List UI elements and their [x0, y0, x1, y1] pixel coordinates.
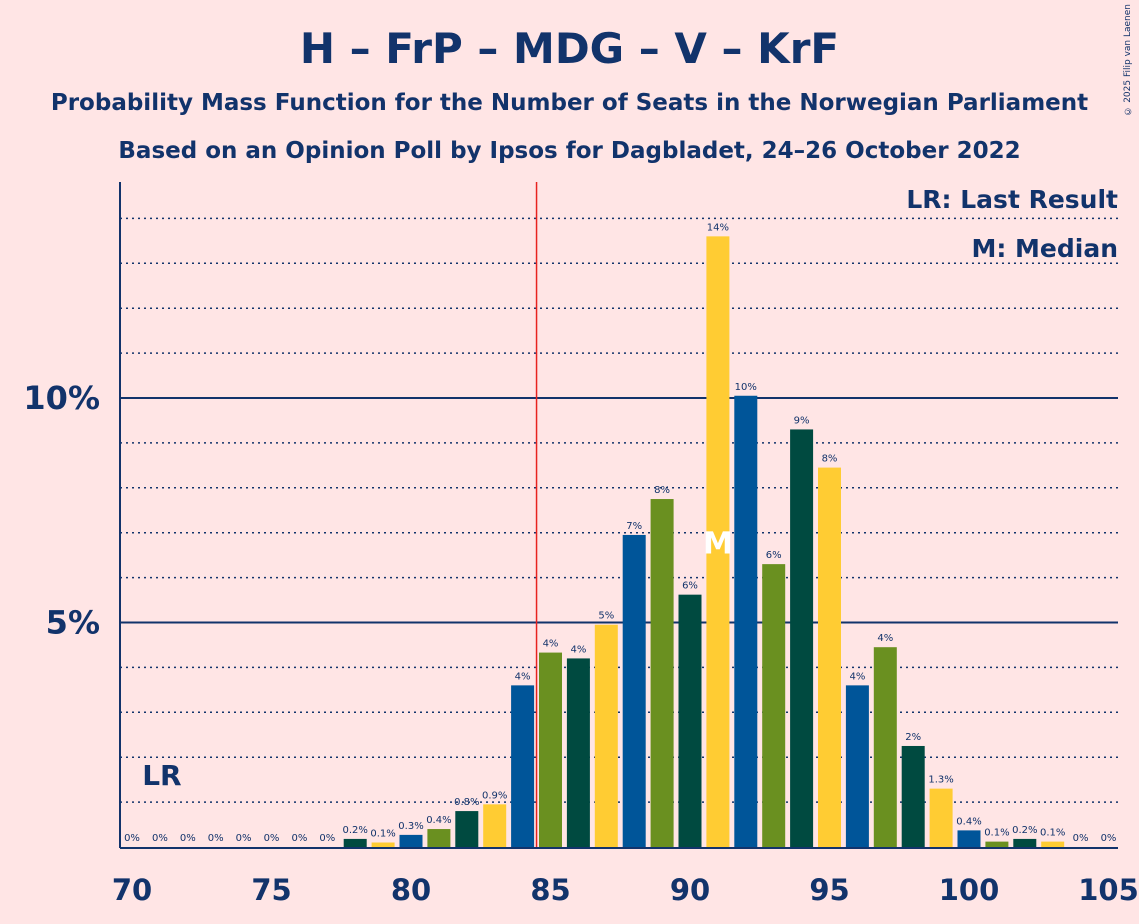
bar-93	[762, 564, 786, 847]
x-tick-label: 85	[530, 873, 570, 907]
bar-95	[818, 467, 841, 847]
bar-label-84: 4%	[515, 671, 531, 682]
x-tick-labels: 70 75 80 85 90 95 100 105	[112, 873, 1139, 907]
bar-101	[985, 841, 1009, 847]
bar-label-86: 4%	[570, 644, 586, 655]
bar-label-93: 6%	[766, 550, 782, 561]
bar-label-95: 8%	[822, 454, 838, 465]
bar-label-70: 0%	[124, 833, 140, 844]
y-tick-labels: 5% 10%	[23, 379, 100, 642]
x-tick-label: 105	[1078, 873, 1139, 907]
bar-label-90: 6%	[682, 581, 698, 592]
grid-lines	[120, 217, 1118, 803]
x-tick-label: 70	[112, 873, 152, 907]
bar-label-92: 10%	[735, 382, 757, 393]
bar-84	[511, 685, 535, 847]
bar-labels: 0% 0% 0% 0% 0% 0% 0% 0%0.2% 0.1%0.3%0.4%0.8%0.9%…	[124, 222, 1116, 844]
bar-label-100: 0.4%	[956, 816, 981, 827]
chart-subtitle: Probability Mass Function for the Number…	[50, 90, 1089, 116]
bar-103	[1041, 841, 1065, 847]
legend-median: M: Median	[971, 234, 1118, 263]
bar-92	[734, 395, 758, 847]
x-tick-label: 75	[251, 873, 291, 907]
bar-98	[901, 745, 925, 847]
bar-label-88: 7%	[626, 521, 642, 532]
bar-label-80: 0.3%	[398, 821, 423, 832]
bar-97	[873, 647, 897, 847]
y-tick-label: 5%	[46, 604, 100, 642]
bar-label-89: 8%	[654, 485, 670, 496]
bar-102	[1013, 838, 1037, 847]
bar-label-81: 0.4%	[426, 815, 451, 826]
x-tick-label: 95	[809, 873, 849, 907]
bar-label-94: 9%	[794, 415, 810, 426]
bar-78	[343, 838, 367, 847]
bar-label-78: 0.2%	[342, 825, 367, 836]
bar-label-104: 0%	[1073, 833, 1089, 844]
bar-100	[957, 830, 981, 847]
bar-label-71: 0%	[152, 833, 168, 844]
bar-90	[678, 594, 702, 847]
y-tick-label: 10%	[23, 379, 100, 417]
bar-82	[455, 811, 479, 847]
bar-87	[594, 624, 618, 847]
bar-label-85: 4%	[543, 639, 559, 650]
bar-label-76: 0%	[291, 833, 307, 844]
bar-88	[622, 534, 646, 847]
chart-title: H – FrP – MDG – V – KrF	[299, 24, 840, 73]
bar-83	[483, 804, 507, 847]
bar-91	[706, 236, 730, 848]
bar-label-96: 4%	[849, 671, 865, 682]
bar-96	[845, 685, 869, 847]
bar-99	[929, 788, 953, 847]
bar-label-79: 0.1%	[370, 829, 395, 840]
bar-label-101: 0.1%	[984, 828, 1009, 839]
bar-86	[566, 658, 590, 847]
axes	[119, 182, 1118, 849]
bar-label-103: 0.1%	[1040, 828, 1065, 839]
bar-89	[650, 499, 674, 847]
median-marker: M	[703, 527, 733, 562]
bar-label-77: 0%	[319, 833, 335, 844]
bar-label-105: 0%	[1101, 833, 1117, 844]
bar-label-72: 0%	[180, 833, 196, 844]
bar-85	[539, 652, 562, 847]
bar-label-98: 2%	[905, 732, 921, 743]
bar-label-83: 0.9%	[482, 790, 507, 801]
bar-label-82: 0.8%	[454, 797, 479, 808]
bar-label-97: 4%	[877, 633, 893, 644]
bar-label-99: 1.3%	[928, 775, 953, 786]
bar-94	[790, 429, 814, 847]
bar-label-73: 0%	[208, 833, 224, 844]
chart-source: Based on an Opinion Poll by Ipsos for Da…	[118, 138, 1021, 164]
bar-label-74: 0%	[236, 833, 252, 844]
x-tick-label: 90	[670, 873, 710, 907]
last-result-marker: LR	[142, 759, 181, 792]
bar-label-87: 5%	[598, 611, 614, 622]
bars	[343, 236, 1065, 848]
bar-label-102: 0.2%	[1012, 825, 1037, 836]
legend-last-result: LR: Last Result	[906, 185, 1118, 214]
bar-81	[427, 829, 451, 847]
bar-label-91: 14%	[707, 222, 729, 233]
x-tick-label: 100	[939, 873, 1000, 907]
bar-label-75: 0%	[264, 833, 280, 844]
x-tick-label: 80	[391, 873, 431, 907]
bar-80	[399, 834, 423, 847]
bar-79	[371, 842, 395, 847]
